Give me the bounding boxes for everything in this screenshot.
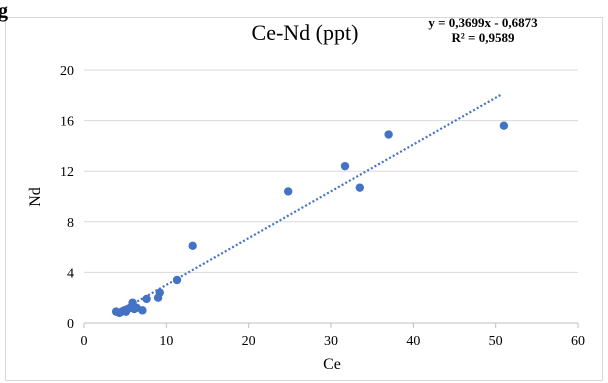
x-tick-label: 30 xyxy=(324,334,338,349)
chart-title: Ce-Nd (ppt) xyxy=(252,20,359,45)
data-point xyxy=(128,298,137,307)
data-point xyxy=(340,161,350,171)
trendline-equation: y = 0,3699x - 0,6873 xyxy=(428,15,538,30)
gridlines xyxy=(84,69,578,273)
data-point xyxy=(138,306,147,315)
y-tick-label: 4 xyxy=(67,266,74,281)
x-tick-label: 60 xyxy=(571,334,585,349)
data-point xyxy=(188,241,197,251)
x-tick-label: 10 xyxy=(159,334,173,349)
data-point xyxy=(499,121,509,130)
y-tick-label: 12 xyxy=(60,165,74,180)
data-points xyxy=(111,121,509,318)
cropped-heading-fragment: g xyxy=(0,0,8,22)
axes: 0 4 8 12 16 20 0 10 20 30 40 50 60 xyxy=(60,64,585,349)
x-tick-label: 40 xyxy=(406,334,420,349)
y-tick-label: 16 xyxy=(60,115,74,130)
y-tick-label: 0 xyxy=(67,317,74,332)
chart-frame xyxy=(5,17,603,381)
data-point xyxy=(283,187,293,196)
data-point xyxy=(384,130,393,139)
trendline xyxy=(114,93,503,315)
trendline-r-squared: R² = 0,9589 xyxy=(452,30,515,45)
data-point xyxy=(355,183,365,192)
data-point xyxy=(155,288,164,297)
x-tick-label: 50 xyxy=(489,334,503,349)
x-tick-label: 20 xyxy=(242,334,256,349)
trendline-layer xyxy=(114,93,503,315)
data-point xyxy=(142,294,151,304)
y-tick-label: 20 xyxy=(60,64,74,79)
data-point xyxy=(172,275,182,285)
x-axis-title: Ce xyxy=(323,356,341,373)
y-axis-title: Nd xyxy=(27,187,44,207)
x-tick-label: 0 xyxy=(81,334,88,349)
y-tick-label: 8 xyxy=(67,216,74,231)
